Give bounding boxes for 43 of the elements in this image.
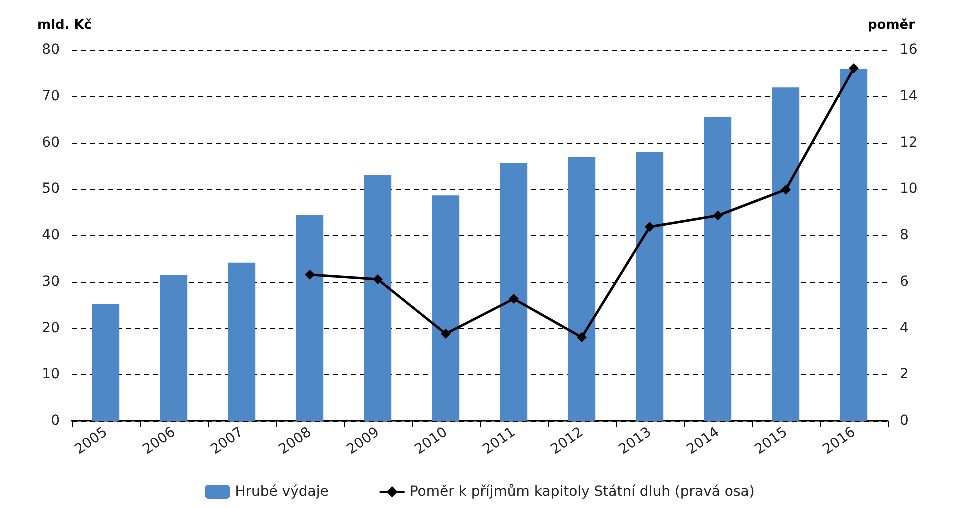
y2-tick-label: 14 [900,88,918,104]
point [441,329,451,340]
y2-tick-label: 4 [900,320,909,336]
point [509,294,519,304]
y2-tick-label: 16 [900,42,918,58]
bar [296,216,324,421]
bar [500,163,528,421]
point [781,184,791,195]
y-tick-label: 70 [42,88,60,104]
point [645,222,655,232]
bar [160,275,188,421]
y2-tick-label: 2 [900,366,909,383]
legend-label: Hrubé výdaje [235,484,329,500]
bar [228,262,256,421]
y-tick-label: 20 [42,320,60,336]
bar [840,69,868,421]
y-tick-label: 50 [42,181,60,198]
y-tick-label: 10 [42,366,60,383]
y2-tick-label: 10 [900,181,918,198]
point [373,274,383,285]
bar [636,152,664,421]
point [577,332,587,343]
y-tick-label: 30 [42,274,60,290]
bar [772,88,800,421]
bar [432,196,460,421]
legend-label: Poměr k příjmům kapitoly Státní dluh (pravá osa) [410,484,755,500]
bar [568,157,596,421]
y2-tick-label: 6 [900,274,909,290]
y-tick-label: 60 [42,134,60,151]
point [713,210,723,221]
y2-axis-title: poměr [868,18,916,33]
y-tick-label: 0 [51,413,60,429]
y-tick-label: 40 [42,228,60,244]
point [849,64,859,74]
bar [92,304,120,421]
y2-tick-label: 8 [900,228,909,244]
y2-tick-label: 0 [900,413,909,429]
bar [704,117,732,421]
y-tick-label: 80 [42,42,60,58]
point [305,270,315,280]
y2-tick-label: 12 [900,134,918,151]
bar [364,175,392,421]
y-axis-title: mld. Kč [37,18,92,33]
